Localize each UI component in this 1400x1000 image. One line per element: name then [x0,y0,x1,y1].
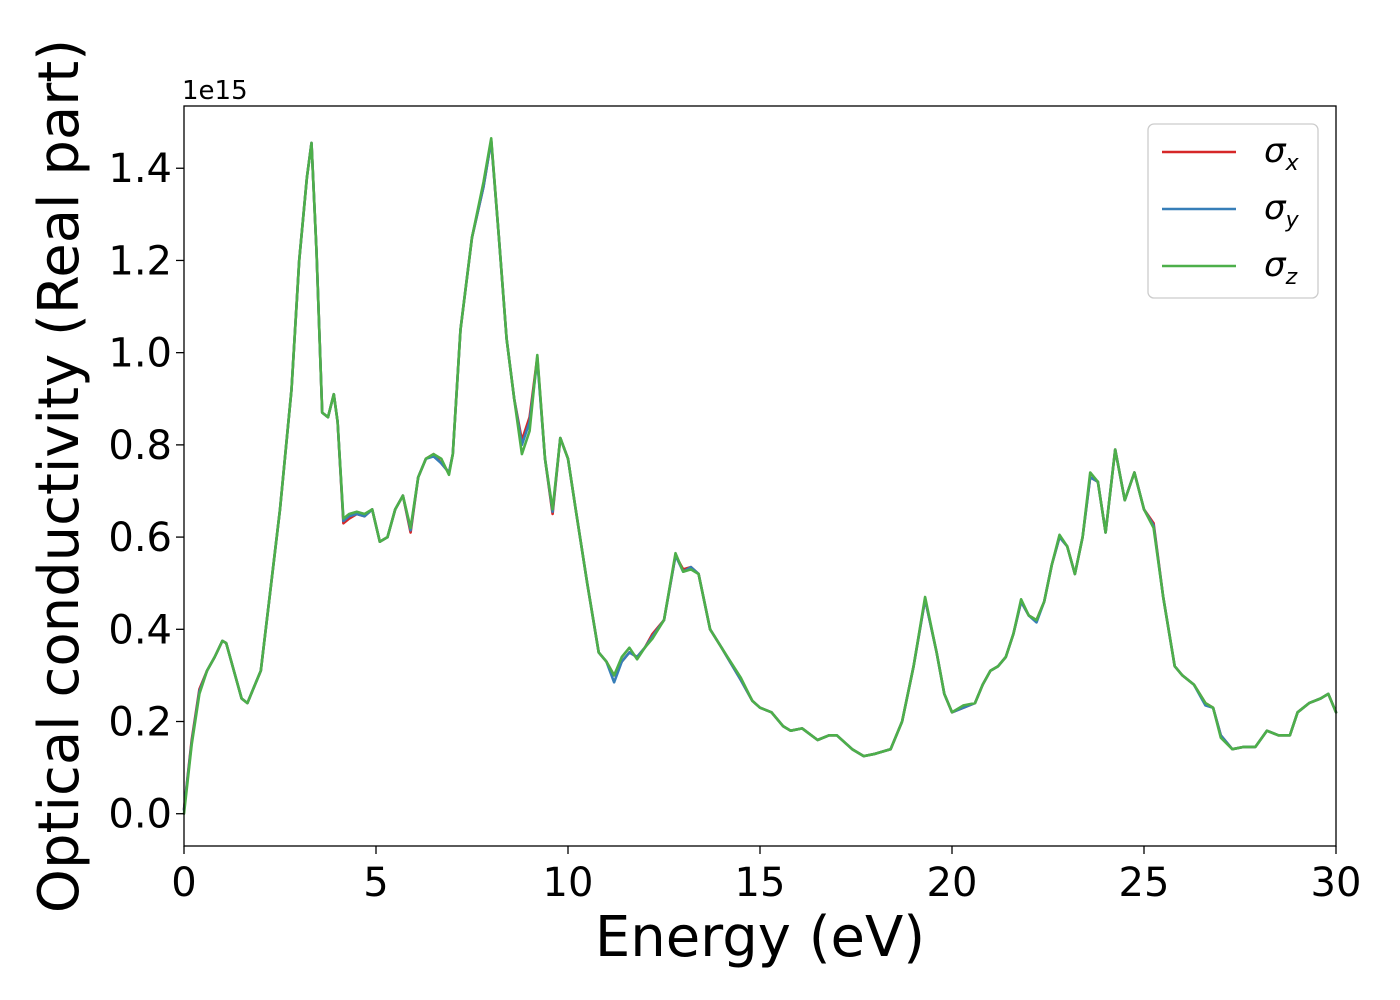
legend-label-x: σx [1264,131,1300,176]
y-axis-label: Optical conductivity (Real part) [27,39,92,913]
x-axis-label: Energy (eV) [595,905,925,970]
y-tick-label: 0.8 [108,423,172,469]
legend: σx σy σz [1147,123,1319,299]
y-tick-label: 1.4 [108,146,172,192]
x-tick-label: 25 [1119,860,1170,906]
x-tick-label: 15 [735,860,786,906]
y-axis: 0.0 0.2 0.4 0.6 0.8 1.0 1.2 1.4 [108,146,184,838]
y-tick-label: 1.2 [108,238,172,284]
x-tick-label: 30 [1311,860,1362,906]
x-axis: 0 5 10 15 20 25 30 [171,846,1361,906]
x-tick-label: 10 [543,860,594,906]
y-tick-label: 0.6 [108,515,172,561]
y-tick-label: 0.2 [108,700,172,746]
series-layer [182,137,1338,816]
x-tick-label: 0 [171,860,196,906]
legend-label-y: σy [1264,188,1300,233]
legend-box [1147,123,1319,299]
y-tick-label: 1.0 [108,331,172,377]
series-line-z [182,137,1338,816]
legend-label-z: σz [1264,245,1298,290]
y-tick-label: 0.0 [108,792,172,838]
x-tick-label: 20 [927,860,978,906]
x-tick-label: 5 [363,860,388,906]
y-offset-label: 1e15 [182,76,248,106]
y-tick-label: 0.4 [108,607,172,653]
